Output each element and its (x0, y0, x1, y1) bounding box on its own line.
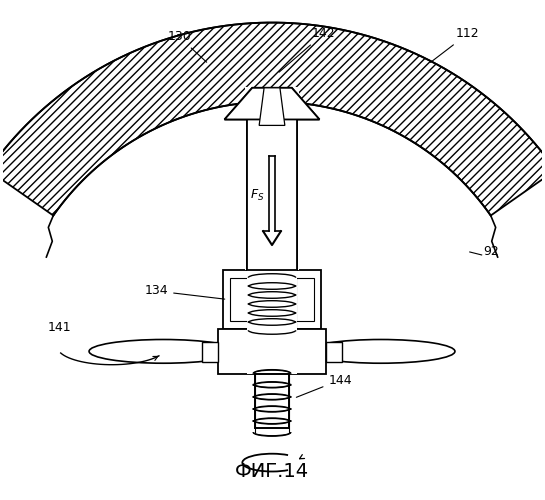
Polygon shape (225, 88, 319, 120)
Text: 142: 142 (279, 28, 335, 72)
Text: 134: 134 (144, 284, 225, 299)
Ellipse shape (307, 340, 455, 363)
Polygon shape (247, 268, 296, 331)
Polygon shape (326, 342, 342, 362)
Polygon shape (256, 374, 288, 427)
Polygon shape (247, 329, 296, 374)
Polygon shape (202, 342, 217, 362)
Polygon shape (217, 329, 326, 374)
Text: 141: 141 (47, 321, 71, 334)
Polygon shape (231, 278, 313, 321)
Text: 112: 112 (431, 28, 480, 62)
Polygon shape (222, 270, 322, 329)
Text: 144: 144 (296, 374, 352, 398)
Text: $F_S$: $F_S$ (250, 188, 265, 203)
Polygon shape (247, 120, 296, 270)
Text: 130: 130 (167, 30, 207, 62)
Polygon shape (245, 87, 299, 270)
Polygon shape (255, 374, 289, 428)
Text: 92: 92 (483, 245, 499, 258)
Polygon shape (247, 120, 296, 270)
Polygon shape (225, 88, 319, 120)
Text: ФИГ.14: ФИГ.14 (235, 462, 309, 481)
Polygon shape (0, 22, 545, 216)
Ellipse shape (89, 340, 238, 363)
Polygon shape (259, 88, 285, 126)
